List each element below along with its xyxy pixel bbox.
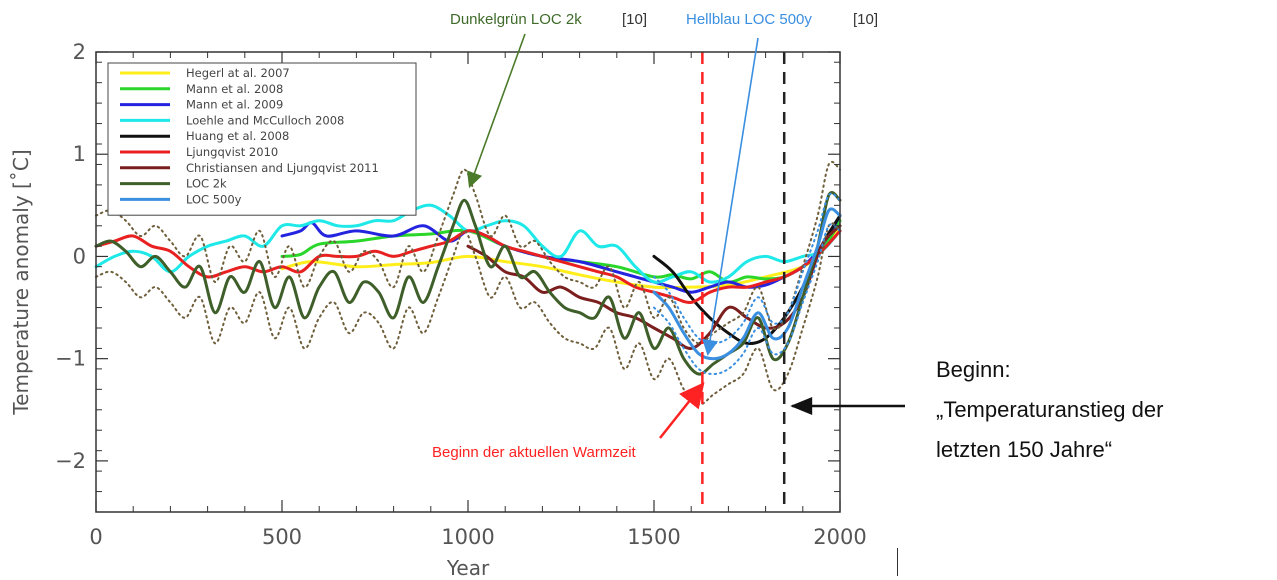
legend-entry: Mann et al. 2008 (186, 82, 283, 96)
series-line-loehle-and-mcculloch-2008 (94, 203, 842, 284)
y-tick-label: −2 (55, 449, 86, 473)
annotation-warm-start-arrow (659, 382, 705, 439)
series-line-hegerl-at-al-2007 (280, 224, 842, 290)
annotation-light-blue-label: Hellblau LOC 500y (686, 11, 812, 28)
annotation-dark-green-label: Dunkelgrün LOC 2k (450, 11, 582, 28)
x-tick-label: 0 (89, 525, 102, 549)
series-line-band-10 (95, 222, 841, 406)
legend-entry: Mann et al. 2009 (186, 98, 283, 112)
y-tick-label: −1 (55, 347, 86, 371)
annotations: Dunkelgrün LOC 2k [10] Hellblau LOC 500y [1… (432, 11, 905, 461)
legend-entry: Christiansen and Ljungqvist 2011 (186, 161, 379, 175)
legend-entry: Loehle and McCulloch 2008 (186, 113, 344, 127)
y-tick-label: 0 (73, 244, 86, 268)
annotation-black-arrow-head (790, 397, 813, 415)
x-tick-label: 2000 (813, 525, 866, 549)
legend: Hegerl at al. 2007 Mann et al. 2008 Mann e… (107, 62, 417, 216)
annotation-dark-green-ref: [10] (622, 11, 647, 28)
legend-entry: LOC 2k (186, 177, 227, 191)
separator-line (897, 548, 898, 576)
y-axis-title: Temperature anomaly [˚C] (9, 149, 33, 415)
series-line-christiansen-and-ljungqvist-2011 (466, 224, 842, 350)
side-note-line-1: Beginn: (936, 357, 1011, 382)
series-line-band-12 (653, 223, 841, 375)
series-line-band-11 (653, 192, 841, 345)
legend-entry: Ljungqvist 2010 (186, 145, 278, 159)
legend-entry: Huang et al. 2008 (186, 129, 289, 143)
series-line-mann-et-al-2009 (280, 214, 842, 294)
annotation-dark-green-arrow (466, 33, 526, 189)
side-note: Beginn: „Temperaturanstieg der letzten 1… (936, 350, 1271, 470)
axes: 0 500 1000 1500 2000 −2 −1 0 1 2 Year Temperature a… (9, 40, 867, 580)
series-line-loc-500y (652, 207, 842, 361)
y-tick-label: 1 (73, 142, 86, 166)
series-layer (94, 52, 842, 512)
side-note-line-3: letzten 150 Jahre“ (936, 437, 1113, 462)
x-tick-label: 500 (262, 525, 302, 549)
legend-entry: Hegerl at al. 2007 (186, 66, 290, 80)
x-tick-label: 1000 (441, 525, 494, 549)
legend-entry: LOC 500y (186, 192, 242, 206)
annotation-light-blue-arrow (702, 37, 759, 356)
annotation-light-blue-ref: [10] (853, 11, 878, 28)
annotation-warm-start-label: Beginn der aktuellen Warmzeit (432, 444, 637, 461)
x-tick-label: 1500 (627, 525, 680, 549)
series-line-band-9 (95, 160, 841, 345)
y-tick-label: 2 (73, 40, 86, 64)
x-axis-title: Year (446, 556, 490, 580)
side-note-line-2: „Temperaturanstieg der (936, 397, 1164, 422)
